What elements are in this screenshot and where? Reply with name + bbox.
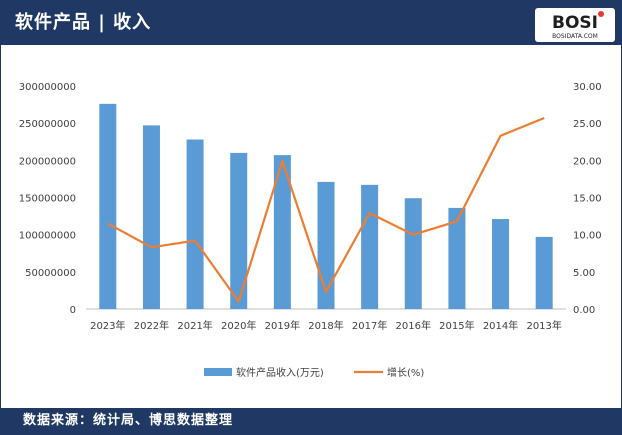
revenue-bar [273, 155, 291, 309]
right-tick-label: 30.00 [573, 82, 602, 93]
logo-dot [598, 11, 604, 17]
left-tick-label: 50000000 [25, 268, 76, 279]
legend-line-label: 增长(%) [387, 366, 424, 379]
category-label: 2019年 [265, 319, 300, 332]
right-tick-label: 5.00 [573, 268, 595, 279]
category-label: 2020年 [221, 319, 256, 332]
category-label: 2016年 [396, 319, 431, 332]
right-tick-label: 25.00 [573, 119, 602, 130]
category-label: 2013年 [526, 319, 561, 332]
category-label: 2014年 [483, 319, 518, 332]
left-tick-label: 150000000 [19, 194, 76, 205]
legend-bar-label: 软件产品收入(万元) [236, 366, 324, 379]
revenue-bar [230, 152, 248, 309]
category-label: 2018年 [308, 319, 343, 332]
left-tick-label: 0 [70, 305, 76, 316]
revenue-bar [186, 139, 204, 309]
category-labels: 2023年 2022年 2021年 2020年 2019年 2018年 2017年 2016年… [90, 319, 562, 332]
left-tick-label: 300000000 [19, 82, 76, 93]
header-bar: 软件产品 | 收入 BOSI BOSIDATA.COM [1, 1, 621, 45]
left-tick-label: 250000000 [19, 119, 76, 130]
category-label: 2015年 [439, 319, 474, 332]
left-tick-label: 200000000 [19, 156, 76, 167]
left-tick-label: 100000000 [19, 231, 76, 242]
category-label: 2023年 [90, 319, 125, 332]
right-tick-label: 20.00 [573, 156, 602, 167]
category-label: 2017年 [352, 319, 387, 332]
logo-graphic: BOSI BOSIDATA.COM [552, 11, 604, 40]
right-tick-label: 0.00 [573, 305, 595, 316]
right-axis-ticks: 0.00 5.00 10.00 15.00 20.00 25.00 30.00 [573, 82, 602, 316]
legend-bar-swatch [204, 368, 232, 376]
revenue-bar [99, 103, 117, 309]
growth-line [107, 116, 545, 303]
bars-group [99, 103, 553, 309]
logo-text: BOSI [552, 13, 598, 33]
category-label: 2022年 [134, 319, 169, 332]
category-label: 2021年 [177, 319, 212, 332]
legend: 软件产品收入(万元) 增长(%) [204, 366, 424, 379]
data-source: 数据来源：统计局、博思数据整理 [23, 413, 234, 428]
revenue-bar [535, 236, 553, 309]
page-title: 软件产品 | 收入 [15, 12, 152, 33]
bosi-logo: BOSI BOSIDATA.COM [535, 8, 615, 42]
left-axis-ticks: 0 50000000 100000000 150000000 200000000 2500… [19, 82, 76, 316]
right-tick-label: 15.00 [573, 194, 602, 205]
bar-line-chart: 0 50000000 100000000 150000000 200000000 2500… [19, 82, 602, 379]
revenue-bar [404, 198, 422, 309]
right-tick-label: 10.00 [573, 231, 602, 242]
revenue-bar [361, 184, 379, 309]
footer-bar: 数据来源：统计局、博思数据整理 [1, 408, 621, 434]
logo-subtext: BOSIDATA.COM [552, 33, 598, 40]
revenue-bar [448, 207, 466, 309]
revenue-bar [142, 125, 160, 309]
revenue-bar [492, 219, 510, 309]
